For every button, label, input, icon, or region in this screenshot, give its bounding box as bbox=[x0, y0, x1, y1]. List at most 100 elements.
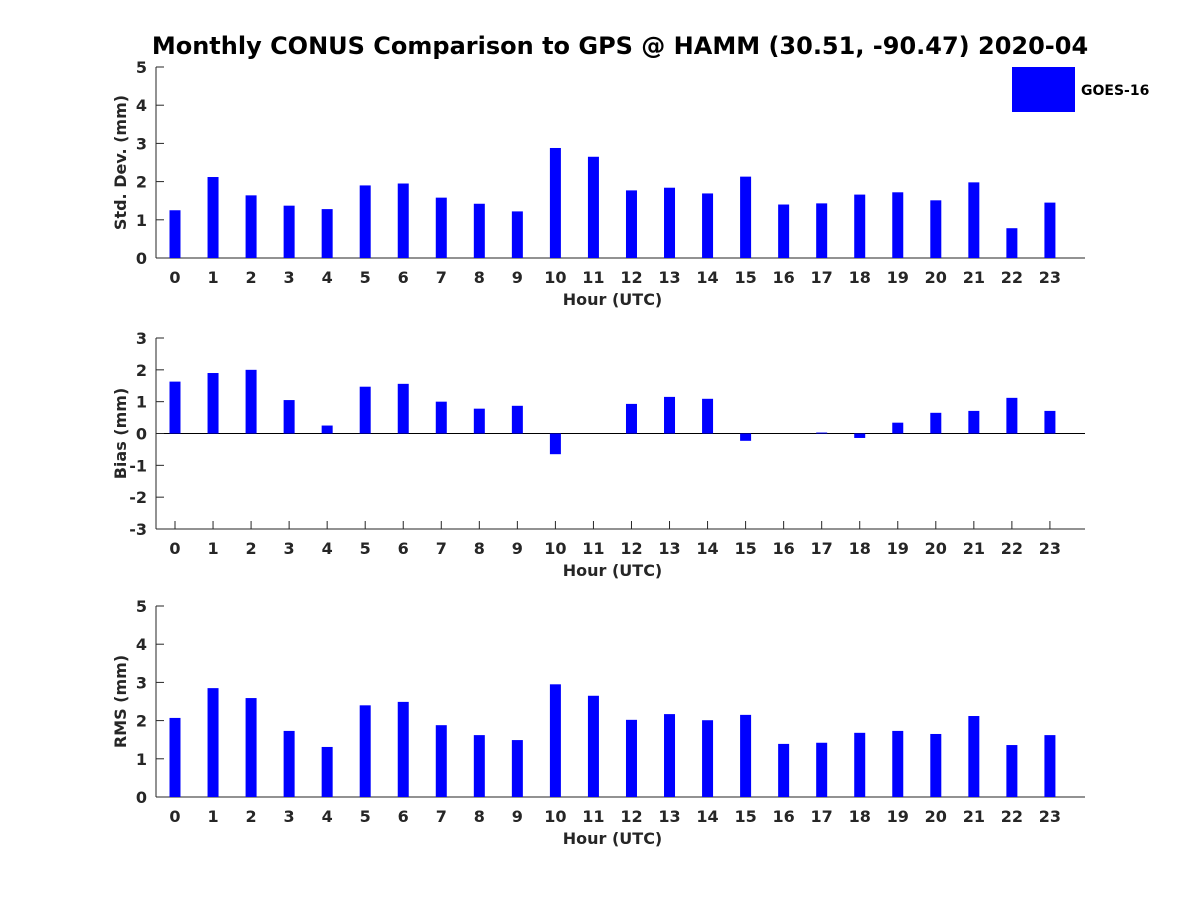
x-tick-label: 17 bbox=[811, 807, 833, 826]
legend: GOES-16 bbox=[1012, 67, 1149, 112]
bar bbox=[1044, 202, 1056, 258]
x-tick-label: 12 bbox=[620, 539, 642, 558]
bar bbox=[169, 210, 181, 258]
x-tick-label: 5 bbox=[360, 539, 371, 558]
bar bbox=[740, 433, 752, 441]
bar bbox=[664, 396, 676, 434]
bar bbox=[473, 203, 485, 258]
y-tick-label: 5 bbox=[136, 597, 147, 616]
y-tick-label: 3 bbox=[136, 134, 147, 153]
x-tick-label: 0 bbox=[169, 539, 180, 558]
bar bbox=[511, 211, 523, 258]
x-tick-label: 4 bbox=[322, 539, 333, 558]
y-tick-label: 2 bbox=[136, 173, 147, 192]
bar bbox=[397, 183, 409, 258]
bar bbox=[245, 369, 257, 434]
x-tick-label: 0 bbox=[169, 807, 180, 826]
x-tick-label: 22 bbox=[1001, 807, 1023, 826]
bar bbox=[435, 401, 447, 434]
x-tick-label: 18 bbox=[849, 539, 871, 558]
bar bbox=[930, 733, 942, 797]
x-tick-label: 17 bbox=[811, 268, 833, 287]
x-tick-label: 11 bbox=[582, 268, 604, 287]
bar bbox=[549, 433, 561, 455]
bar bbox=[587, 156, 599, 258]
x-axis-label: Hour (UTC) bbox=[563, 829, 663, 848]
x-tick-label: 15 bbox=[734, 539, 756, 558]
x-tick-label: 6 bbox=[398, 807, 409, 826]
x-tick-label: 20 bbox=[925, 807, 947, 826]
x-tick-label: 6 bbox=[398, 268, 409, 287]
x-tick-label: 21 bbox=[963, 268, 985, 287]
bar bbox=[245, 195, 257, 258]
x-tick-label: 7 bbox=[436, 807, 447, 826]
bar bbox=[1044, 410, 1056, 434]
bar bbox=[435, 725, 447, 797]
bar bbox=[968, 716, 980, 797]
bar bbox=[359, 185, 371, 258]
x-tick-label: 14 bbox=[696, 807, 718, 826]
x-tick-label: 22 bbox=[1001, 539, 1023, 558]
bar bbox=[930, 200, 942, 258]
bar bbox=[397, 701, 409, 797]
bar bbox=[1006, 397, 1018, 434]
y-tick-label: -2 bbox=[129, 488, 147, 507]
x-tick-label: 11 bbox=[582, 539, 604, 558]
bar bbox=[397, 383, 409, 434]
bar bbox=[321, 746, 333, 797]
bar bbox=[740, 714, 752, 797]
x-tick-label: 4 bbox=[322, 807, 333, 826]
x-tick-label: 16 bbox=[773, 539, 795, 558]
x-tick-label: 3 bbox=[284, 539, 295, 558]
bar bbox=[283, 205, 295, 258]
bar bbox=[854, 433, 866, 438]
bar bbox=[702, 398, 714, 434]
bar bbox=[283, 730, 295, 797]
x-tick-label: 8 bbox=[474, 268, 485, 287]
bar bbox=[664, 187, 676, 258]
x-tick-label: 20 bbox=[925, 268, 947, 287]
x-tick-label: 14 bbox=[696, 268, 718, 287]
bar bbox=[892, 422, 904, 434]
y-tick-label: 3 bbox=[136, 673, 147, 692]
bar bbox=[854, 194, 866, 258]
bar bbox=[1044, 735, 1056, 797]
x-tick-label: 3 bbox=[284, 268, 295, 287]
bar bbox=[816, 432, 828, 434]
y-tick-label: 0 bbox=[136, 425, 147, 444]
bar bbox=[207, 177, 219, 258]
bar bbox=[816, 203, 828, 258]
x-tick-label: 10 bbox=[544, 807, 566, 826]
x-tick-label: 10 bbox=[544, 268, 566, 287]
y-tick-label: 1 bbox=[136, 393, 147, 412]
bar bbox=[778, 743, 790, 797]
bar bbox=[1006, 228, 1018, 258]
x-axis-label: Hour (UTC) bbox=[563, 561, 663, 580]
bar bbox=[169, 717, 181, 797]
x-tick-label: 23 bbox=[1039, 268, 1061, 287]
bar bbox=[625, 403, 637, 434]
x-tick-label: 10 bbox=[544, 539, 566, 558]
bar bbox=[283, 400, 295, 434]
bar bbox=[854, 732, 866, 797]
bar bbox=[892, 192, 904, 258]
bar bbox=[702, 193, 714, 258]
x-tick-label: 9 bbox=[512, 807, 523, 826]
x-tick-label: 5 bbox=[360, 268, 371, 287]
bar bbox=[245, 698, 257, 797]
y-tick-label: 5 bbox=[136, 58, 147, 77]
x-tick-label: 8 bbox=[474, 539, 485, 558]
x-tick-label: 13 bbox=[658, 807, 680, 826]
bar bbox=[930, 412, 942, 434]
bar bbox=[816, 742, 828, 797]
y-axis-label: Bias (mm) bbox=[111, 388, 130, 480]
x-tick-label: 1 bbox=[207, 539, 218, 558]
bar bbox=[473, 735, 485, 797]
y-tick-label: -3 bbox=[129, 520, 147, 539]
x-tick-label: 19 bbox=[887, 539, 909, 558]
